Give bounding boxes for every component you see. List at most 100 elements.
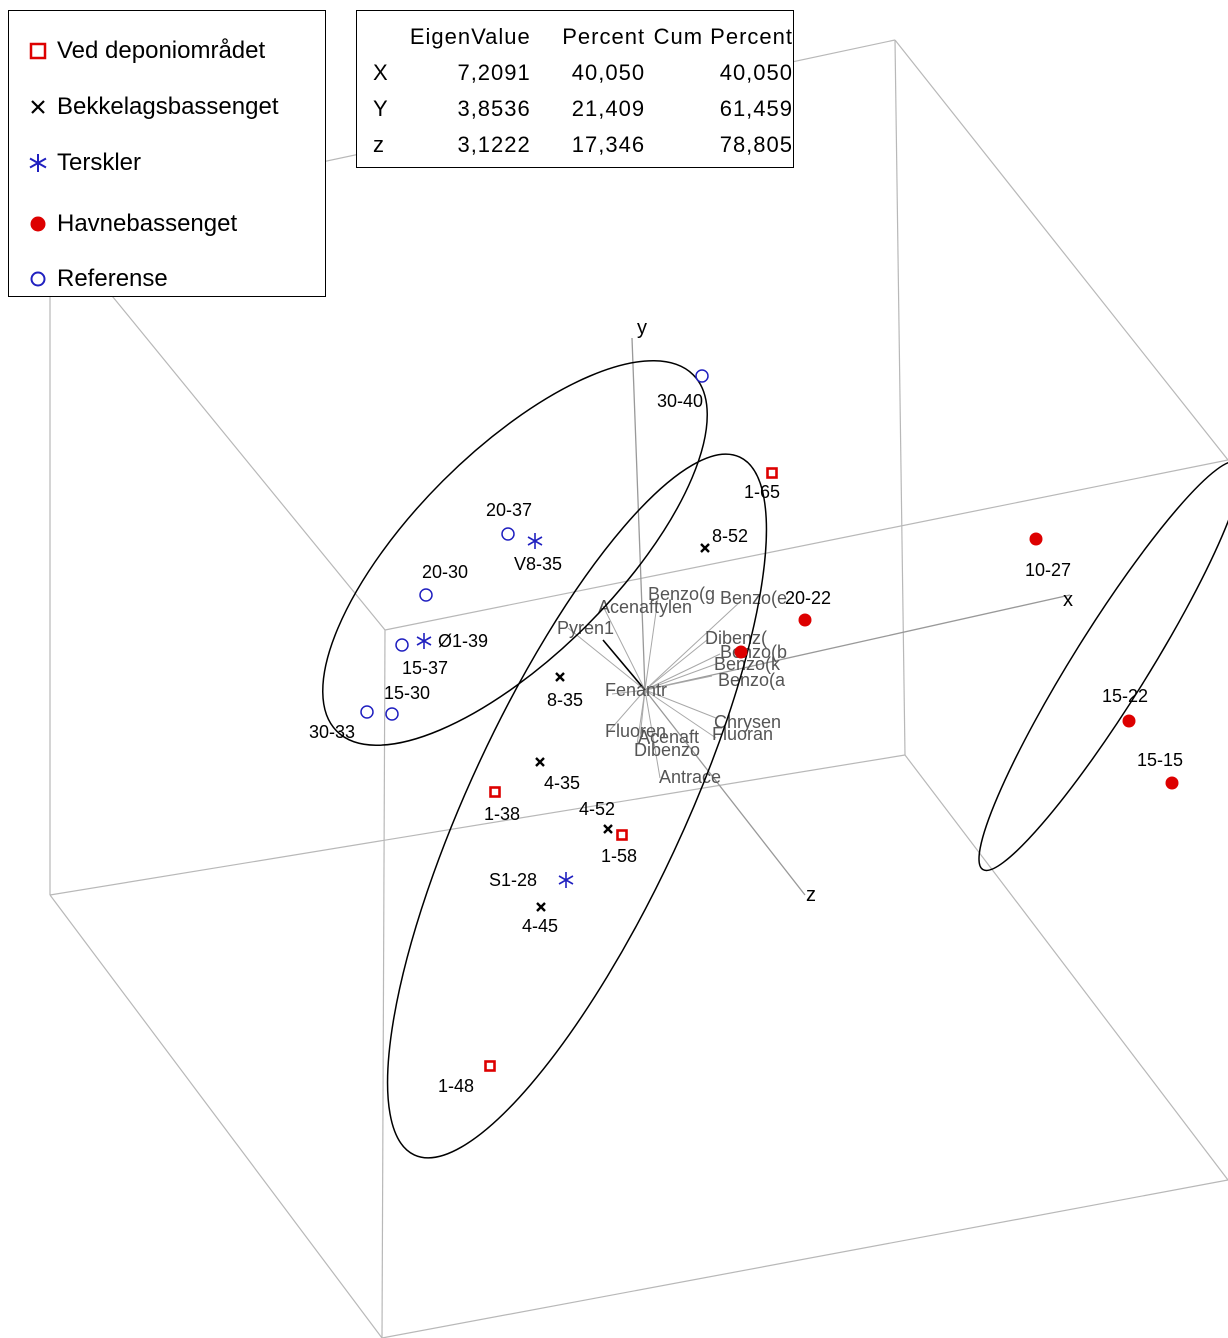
point-label: 4-45 (522, 916, 558, 936)
legend-label-referense: Referense (57, 265, 168, 292)
eigen-header-row: EigenValue Percent Cum Percent (357, 19, 793, 55)
eigen-cum-percent: 40,050 (719, 60, 793, 85)
eigen-row: Y 3,8536 21,409 61,459 (357, 91, 793, 127)
point-referense-circle (419, 588, 433, 602)
point-label: 30-33 (309, 722, 355, 742)
eigen-cum-percent: 61,459 (719, 96, 793, 121)
open-square-icon (29, 42, 47, 60)
loading-label: Benzo(g (648, 584, 715, 604)
point-referense-circle (385, 707, 399, 721)
loading-label: Fenantr (605, 680, 667, 700)
point-ved-square (489, 786, 501, 798)
eigen-row: z 3,1222 17,346 78,805 (357, 127, 793, 163)
x-marker-icon (31, 100, 45, 114)
loading-vector (635, 689, 646, 753)
axis-x-line (644, 594, 1071, 691)
group-ellipse (322, 360, 708, 746)
legend-label-terskler: Terskler (57, 149, 142, 176)
point-bekkelag-x (700, 543, 710, 553)
point-label: S1-28 (489, 870, 537, 890)
legend-label-bekkelag: Bekkelagsbassenget (57, 93, 279, 120)
point-havne-circle (1029, 532, 1043, 546)
point-label: 1-58 (601, 846, 637, 866)
point-bekkelag-x (603, 824, 613, 834)
loading-label: Chrysen (714, 712, 781, 732)
point-label: 20-30 (422, 562, 468, 582)
axis-y-label: y (637, 317, 647, 339)
point-ved-square (766, 467, 778, 479)
box-edge (49, 754, 906, 896)
point-label: 20-37 (486, 500, 532, 520)
point-referense-circle (695, 369, 709, 383)
axis-x-label: x (1063, 589, 1073, 611)
point-terskler-asterisk (527, 533, 543, 549)
eigen-row: X 7,2091 40,050 40,050 (357, 55, 793, 91)
grouping-ellipses (322, 360, 1228, 1159)
loading-vector (644, 599, 743, 691)
eigen-header-blank (357, 19, 410, 55)
box-edge (381, 1179, 1228, 1338)
box-edge (894, 39, 1228, 461)
eigen-header-percent: Percent (562, 24, 646, 49)
point-label: 8-35 (547, 690, 583, 710)
point-referense-circle (501, 527, 515, 541)
eigen-header-eigenvalue: EigenValue (409, 24, 531, 49)
data-points: 1-65 1-38 1-58 1-48 8-52 8-35 4-35 4-52 4-45 V8-3… (309, 369, 1183, 1096)
point-label: 15-30 (384, 683, 430, 703)
point-ved-square (484, 1060, 496, 1072)
point-havne-circle (798, 613, 812, 627)
point-referense-circle (360, 705, 374, 719)
point-label: 15-37 (402, 658, 448, 678)
eigen-header-cum-percent: Cum Percent (653, 24, 793, 49)
point-label: 1-65 (744, 482, 780, 502)
eigenvalue-table: EigenValue Percent Cum Percent X 7,2091 … (356, 10, 794, 168)
point-label: 15-15 (1137, 750, 1183, 770)
point-label: Ø1-39 (438, 631, 488, 651)
loading-vector (644, 639, 708, 691)
point-bekkelag-x (555, 672, 565, 682)
eigen-value: 3,1222 (457, 132, 531, 157)
loading-vector (644, 675, 713, 691)
axis-y-line (631, 337, 646, 691)
loading-vector (644, 663, 717, 691)
loading-label: Acenaftylen (598, 597, 692, 617)
point-label: 1-48 (438, 1076, 474, 1096)
eigen-value: 3,8536 (457, 96, 531, 121)
point-label: 20-22 (785, 588, 831, 608)
eigen-percent: 21,409 (571, 96, 646, 121)
loading-label: Fluoren (605, 721, 666, 741)
eigen-axis-label: z (373, 132, 385, 157)
loading-vector (644, 689, 717, 739)
loading-vector (609, 689, 646, 731)
point-label: V8-35 (514, 554, 562, 574)
loading-label: Benzo(e (720, 588, 787, 608)
point-label: 30-40 (657, 391, 703, 411)
asterisk-marker-icon (29, 154, 47, 172)
box-edge (49, 894, 383, 1338)
point-havne-circle (734, 645, 748, 659)
filled-circle-icon (30, 216, 46, 232)
axis-z-line (644, 689, 806, 896)
box-edge (384, 459, 1228, 631)
eigen-percent: 40,050 (571, 60, 646, 85)
loading-vector-dark (602, 639, 646, 691)
legend-item-referense: Referense (27, 264, 168, 294)
loading-label: Dibenzo (634, 740, 700, 760)
legend-label-ved: Ved deponiområdet (57, 37, 266, 64)
point-havne-circle (1165, 776, 1179, 790)
loading-vector (611, 689, 646, 695)
point-label: 8-52 (712, 526, 748, 546)
group-ellipse (978, 460, 1228, 872)
eigen-percent: 17,346 (571, 132, 646, 157)
point-label: 10-27 (1025, 560, 1071, 580)
open-circle-icon (30, 271, 46, 287)
point-terskler-asterisk (416, 633, 432, 649)
eigen-cum-percent: 78,805 (719, 132, 793, 157)
point-bekkelag-x (536, 902, 546, 912)
plot-box-frame (49, 39, 1228, 1338)
legend: Ved deponiområdet Bekkelagsbassenget Ter… (8, 10, 326, 297)
loading-label: Antrace (659, 767, 721, 787)
loading-vector (644, 653, 721, 691)
legend-item-havne: Havnebassenget (27, 209, 237, 239)
